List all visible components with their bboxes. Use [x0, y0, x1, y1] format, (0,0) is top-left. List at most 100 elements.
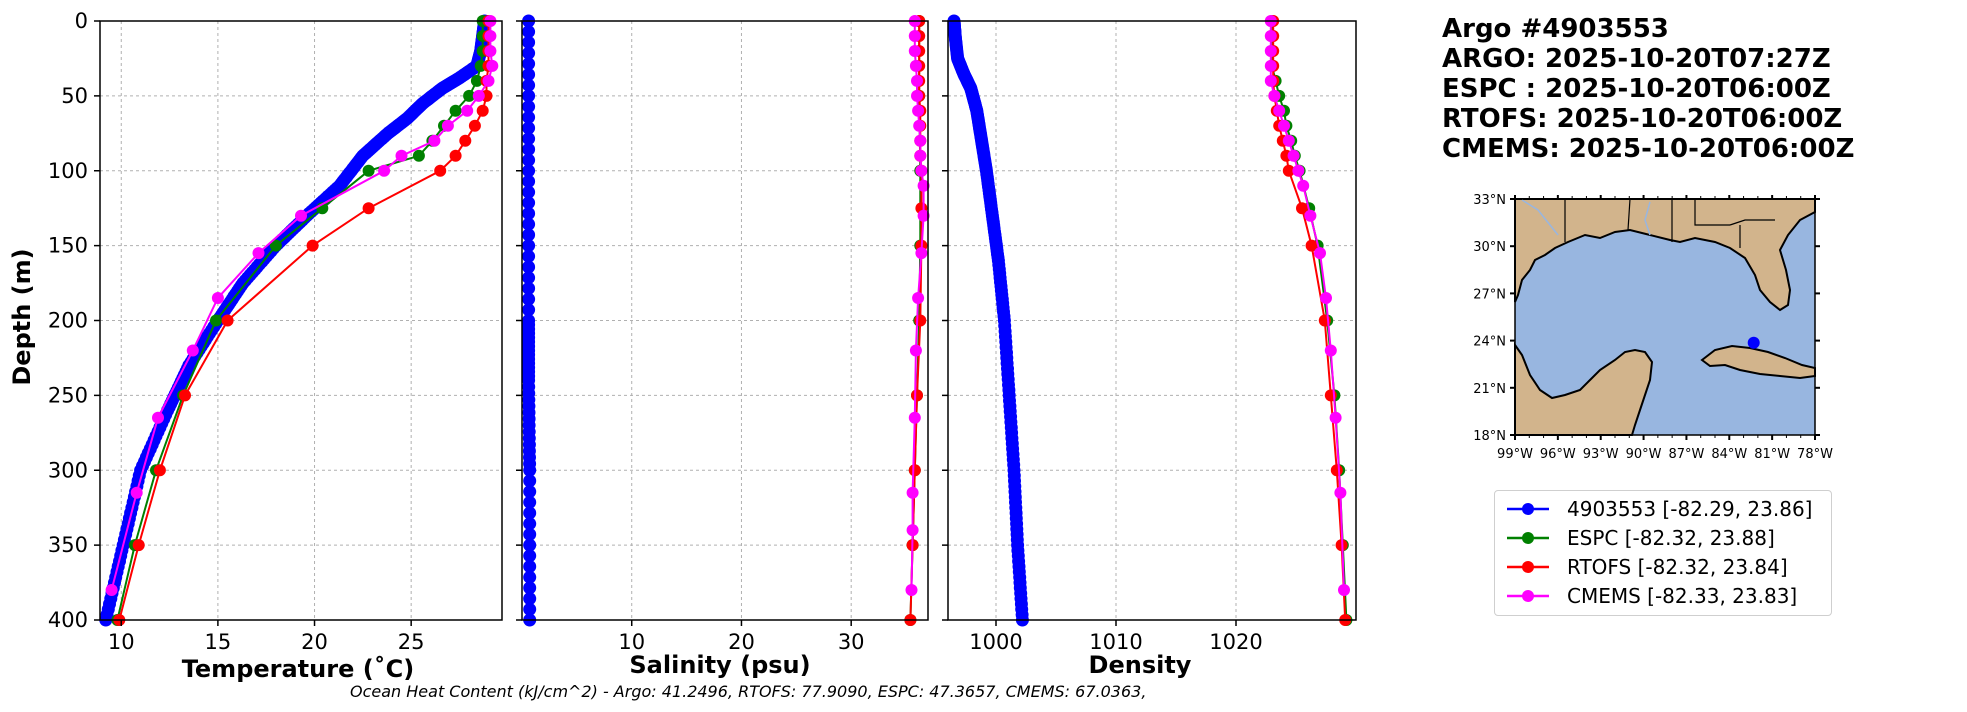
temperature-series-cmems-point [472, 89, 485, 102]
salinity-series-argo-point [522, 303, 536, 317]
temperature-series-espc-point [412, 149, 425, 162]
temperature-series-cmems-point [295, 209, 307, 222]
legend: 4903553 [-82.29, 23.86] ESPC [-82.32, 23… [1494, 490, 1832, 616]
temperature-series-cmems-point [441, 119, 454, 132]
map-rivers [1521, 199, 1651, 236]
temperature-series-espc-point [470, 74, 483, 87]
map-lat-label: 33°N [1473, 193, 1506, 208]
temperature-series-cmems-point [186, 344, 199, 357]
density-series-cmems-point [1273, 104, 1286, 117]
density-series-cmems-point [1334, 486, 1347, 499]
temperature-series-rtofs-point [362, 202, 375, 215]
salinity-series-argo-point [522, 228, 536, 242]
salinity-series-cmems-point [909, 59, 922, 72]
salinity-series-argo-point [523, 592, 537, 606]
temperature-ytick-label: 350 [48, 533, 88, 557]
temperature-series-espc-point [362, 164, 375, 177]
density-series-cmems-point [1287, 149, 1300, 162]
salinity-series-cmems-point [908, 45, 921, 57]
legend-item-argo: 4903553 [-82.29, 23.86] [1505, 495, 1812, 523]
map-lat-label: 18°N [1473, 429, 1506, 444]
temperature-series-cmems-point [484, 45, 497, 57]
temperature-series-cmems-line [110, 21, 494, 591]
temperature-series-rtofs-point [476, 104, 489, 117]
map-lon-label: 99°W [1497, 447, 1533, 462]
temperature-ytick-label: 250 [48, 383, 88, 407]
density-series-cmems-point [1264, 45, 1277, 57]
salinity-series-argo-point [523, 538, 537, 552]
salinity-series-argo-point [522, 153, 536, 167]
temperature-xtick-label: 25 [398, 630, 425, 654]
map-borders [1564, 198, 1775, 248]
temperature-ytick-label: 150 [48, 234, 88, 258]
map-lon-label: 81°W [1754, 447, 1790, 462]
temperature-series-rtofs-point [221, 314, 234, 327]
density-series-cmems-point [1304, 209, 1317, 222]
salinity-xtick-label: 30 [838, 630, 865, 654]
salinity-xtick-label: 10 [618, 630, 645, 654]
salinity-series-argo-point [522, 249, 536, 263]
map-lat-label: 30°N [1473, 240, 1506, 255]
salinity-series-cmems-point [909, 344, 922, 357]
density-series-cmems-point [1314, 247, 1326, 260]
temperature-series-cmems-point [211, 292, 224, 304]
density-xtick-label: 1000 [969, 630, 1022, 654]
salinity-series-argo-point [522, 89, 536, 103]
salinity-series-cmems-point [915, 164, 928, 177]
argo-time-title: ARGO: 2025-10-20T07:27Z [1442, 44, 1831, 74]
map-lon-label: 78°W [1797, 447, 1833, 462]
density-series-rtofs-point [1296, 202, 1308, 215]
legend-item-rtofs: RTOFS [-82.32, 23.84] [1505, 553, 1788, 581]
temperature-series-cmems-point [378, 164, 391, 177]
legend-label-rtofs: RTOFS [-82.32, 23.84] [1567, 555, 1788, 579]
salinity-series-cmems-point [913, 119, 926, 132]
temperature-series-cmems-point [395, 149, 408, 162]
salinity-series-argo-point [523, 549, 537, 563]
density-axis-label: Density [1089, 651, 1192, 679]
density-series-cmems-point [1297, 179, 1310, 192]
legend-item-cmems: CMEMS [-82.33, 23.83] [1505, 582, 1797, 610]
salinity-series-argo-point [523, 581, 537, 595]
float-location-marker [1747, 336, 1760, 349]
map-lon-label: 93°W [1583, 447, 1619, 462]
salinity-series-argo-point [523, 602, 537, 616]
density-series-cmems-point [1278, 119, 1290, 132]
cmems-time-title: CMEMS: 2025-10-20T06:00Z [1442, 134, 1855, 164]
salinity-series-argo-point [522, 164, 536, 178]
temperature-xtick-label: 15 [205, 630, 232, 654]
salinity-series-argo-point [522, 239, 536, 253]
density-series-cmems-point [1264, 74, 1277, 87]
salinity-series-argo-point [523, 560, 537, 573]
legend-marker-espc [1507, 532, 1549, 544]
salinity-series-argo-point [523, 506, 537, 520]
salinity-series-argo-point [522, 207, 536, 220]
salinity-series-cmems-point [912, 104, 925, 117]
temperature-series-rtofs-point [459, 134, 472, 147]
map-lon-label: 84°W [1711, 447, 1747, 462]
legend-item-espc: ESPC [-82.32, 23.88] [1505, 524, 1775, 552]
temperature-ytick-label: 50 [61, 84, 88, 108]
salinity-series-cmems-point [911, 89, 923, 102]
temperature-series-rtofs-point [449, 149, 462, 162]
temperature-series-rtofs-point [132, 539, 145, 552]
temperature-series-cmems-point [152, 411, 164, 424]
temperature-series-espc-point [449, 104, 462, 117]
temperature-ytick-label: 100 [48, 159, 88, 183]
salinity-series-cmems-point [911, 74, 923, 87]
salinity-series-argo-point [523, 517, 537, 531]
salinity-series-argo-point [522, 174, 536, 188]
salinity-series-argo-point [522, 121, 536, 135]
temperature-ytick-label: 300 [48, 458, 88, 482]
salinity-series-argo-point [522, 260, 536, 274]
density-series-cmems-point [1264, 59, 1277, 72]
salinity-series-argo-point [522, 132, 536, 146]
salinity-series-argo-point [523, 463, 537, 477]
salinity-series-rtofs-point [908, 464, 921, 477]
salinity-series-argo-point [523, 570, 537, 584]
salinity-xtick-label: 20 [728, 630, 755, 654]
density-series-cmems-point [1324, 344, 1337, 357]
map-frame [1514, 198, 1816, 436]
density-series-cmems-point [1282, 134, 1295, 147]
